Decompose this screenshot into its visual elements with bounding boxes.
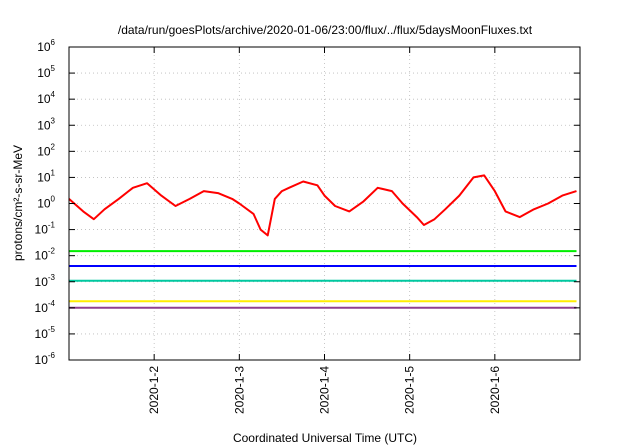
y-tick-exponent: 1	[51, 168, 56, 177]
y-tick-label: 104	[37, 90, 55, 106]
y-tick-label: 10-1	[35, 221, 56, 237]
grid	[69, 47, 580, 360]
chart-title: /data/run/goesPlots/archive/2020-01-06/2…	[118, 23, 533, 37]
y-tick-label: 103	[37, 116, 55, 132]
y-tick-exponent: -2	[48, 247, 56, 256]
x-tick-label: 2020-1-2	[147, 366, 161, 414]
y-tick-exponent: 4	[51, 90, 56, 99]
y-tick-label: 102	[37, 142, 55, 158]
y-tick-label: 106	[37, 38, 55, 54]
y-tick-label: 100	[37, 195, 55, 211]
x-tick-label: 2020-1-3	[232, 366, 246, 414]
series-layer	[68, 174, 577, 309]
x-tick-label: 2020-1-5	[403, 366, 417, 414]
y-axis-label: protons/cm²-s-sr-MeV	[11, 145, 25, 261]
y-tick-exponent: -5	[48, 325, 56, 334]
y-tick-exponent: -4	[48, 299, 56, 308]
y-tick-label: 10-2	[35, 247, 56, 263]
y-tick-label: 105	[37, 64, 55, 80]
x-axis-label: Coordinated Universal Time (UTC)	[233, 431, 417, 445]
y-tick-label: 101	[37, 168, 55, 184]
y-tick-exponent: -3	[48, 273, 56, 282]
y-tick-exponent: 5	[51, 64, 56, 73]
y-tick-exponent: 0	[51, 195, 56, 204]
y-tick-label: 10-5	[35, 325, 56, 341]
y-tick-label: 10-3	[35, 273, 56, 289]
y-tick-exponent: 6	[51, 38, 56, 47]
x-axis: 2020-1-2 2020-1-3 2020-1-4 2020-1-5 2020-1-6	[147, 47, 502, 414]
x-tick-label: 2020-1-6	[488, 366, 502, 414]
y-axis: 10-610-510-410-310-210-11001011021031041…	[35, 38, 580, 367]
series-line-1	[68, 174, 577, 237]
y-tick-label: 10-4	[35, 299, 56, 315]
y-tick-exponent: 3	[51, 116, 56, 125]
y-tick-label: 10-6	[35, 351, 56, 367]
y-tick-exponent: 2	[51, 142, 56, 151]
y-tick-exponent: -6	[48, 351, 56, 360]
x-tick-label: 2020-1-4	[318, 366, 332, 414]
y-tick-exponent: -1	[48, 221, 56, 230]
